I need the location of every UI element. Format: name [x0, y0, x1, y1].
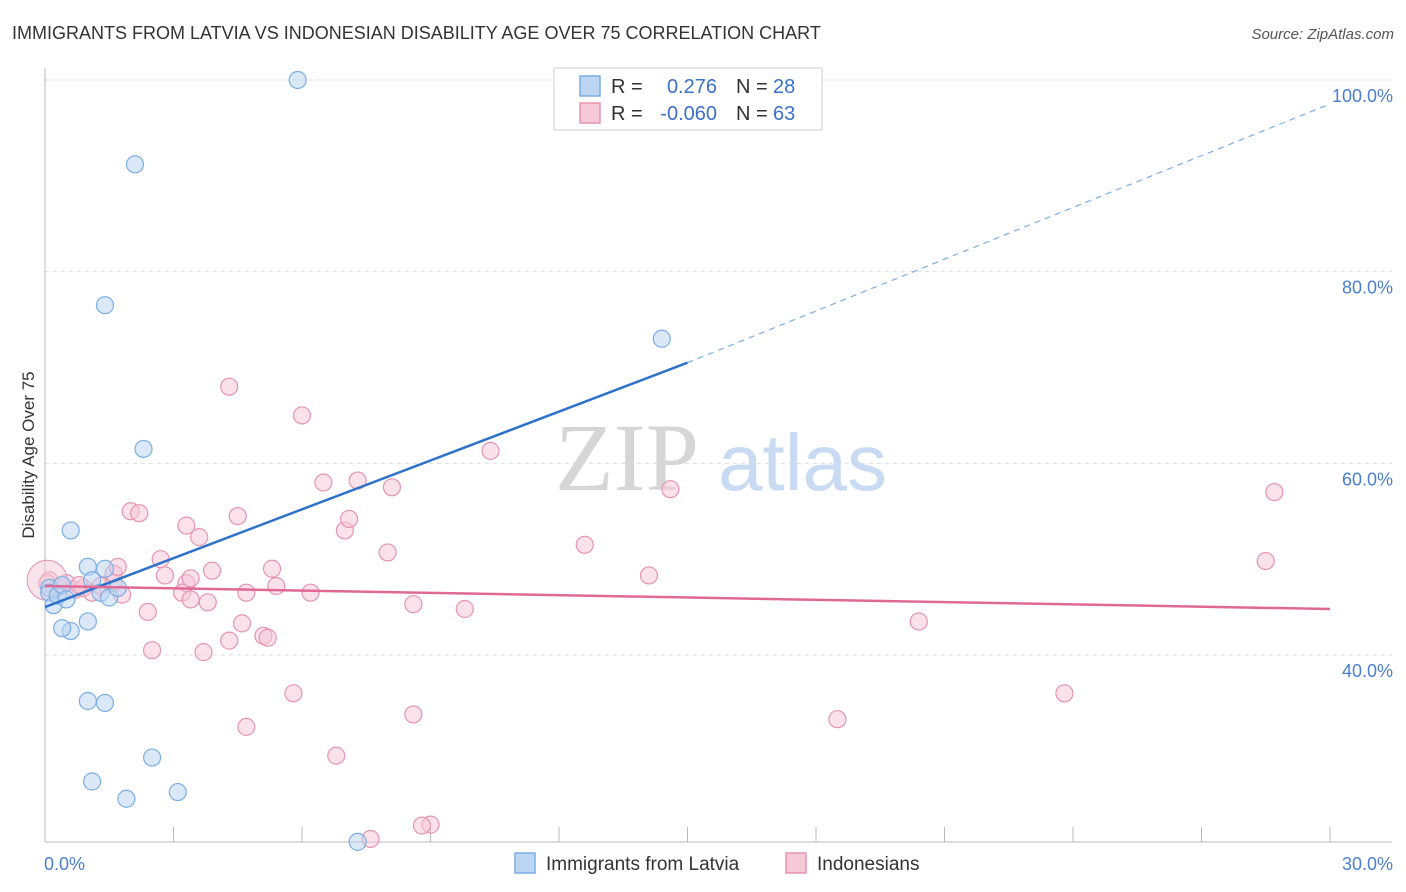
point-0-26 — [652, 329, 671, 348]
point-1-26 — [220, 631, 239, 650]
point-1-56 — [828, 710, 847, 729]
point-1-57 — [909, 612, 928, 631]
y-tick-labels: 40.0% 60.0% 80.0% 100.0% — [1332, 86, 1393, 681]
point-0-16 — [95, 296, 115, 315]
point-1-22 — [198, 593, 217, 612]
bottom-legend-label-latvia: Immigrants from Latvia — [546, 854, 740, 875]
point-1-15 — [177, 516, 196, 535]
point-1-58 — [1055, 684, 1074, 703]
point-1-24 — [228, 506, 247, 526]
legend-r-label-1: R = — [611, 76, 643, 98]
point-1-45 — [404, 595, 423, 614]
point-1-46 — [404, 705, 423, 724]
point-0-25 — [288, 70, 307, 90]
point-0-8 — [53, 619, 72, 638]
chart-source: Source: ZipAtlas.com — [1251, 26, 1394, 43]
gridlines — [45, 79, 1392, 656]
series-latvia-points — [40, 70, 671, 851]
point-0-24 — [168, 782, 187, 802]
point-1-36 — [237, 717, 256, 736]
point-0-11 — [78, 612, 97, 631]
point-1-55 — [661, 480, 680, 499]
point-1-28 — [142, 641, 162, 660]
point-1-14 — [155, 566, 175, 585]
point-1-53 — [575, 535, 594, 554]
point-0-13 — [95, 559, 115, 578]
point-0-20 — [95, 693, 115, 713]
point-0-22 — [83, 772, 102, 791]
legend-n-label-2: N = — [736, 103, 768, 125]
x-tick-labels: 0.0% 30.0% — [44, 854, 1393, 874]
x-tick-label-0: 0.0% — [44, 854, 85, 874]
point-1-16 — [190, 528, 209, 547]
y-tick-label-3: 100.0% — [1332, 86, 1393, 106]
point-1-38 — [301, 583, 320, 602]
point-0-21 — [142, 748, 162, 767]
watermark-atlas: atlas — [718, 418, 887, 507]
point-1-21 — [202, 561, 222, 580]
point-1-25 — [232, 614, 252, 633]
point-1-59 — [1256, 551, 1275, 571]
point-1-31 — [262, 559, 282, 578]
point-1-51 — [327, 746, 346, 765]
point-1-54 — [639, 566, 659, 585]
series-indonesians-points — [26, 377, 1284, 849]
point-0-18 — [134, 439, 153, 459]
legend-r-value-1: 0.276 — [667, 76, 717, 98]
legend-n-label-1: N = — [736, 76, 768, 98]
point-1-12 — [130, 504, 149, 523]
point-1-39 — [314, 473, 333, 492]
legend-n-value-2: 63 — [773, 103, 795, 125]
point-0-6 — [61, 521, 80, 540]
point-1-23 — [220, 377, 239, 396]
y-tick-label-0: 40.0% — [1342, 661, 1393, 681]
y-axis-label: Disability Age Over 75 — [19, 371, 38, 538]
legend-n-value-1: 28 — [773, 76, 795, 98]
point-1-29 — [138, 602, 157, 621]
chart-title: IMMIGRANTS FROM LATVIA VS INDONESIAN DIS… — [12, 23, 821, 43]
trend-line-latvia-extension — [687, 103, 1331, 364]
legend-swatch-latvia — [579, 75, 601, 97]
bottom-legend: Immigrants from Latvia Indonesians — [514, 852, 919, 875]
point-0-17 — [125, 155, 145, 174]
legend-swatch-indonesians — [579, 102, 601, 124]
point-1-48 — [412, 816, 432, 835]
point-1-49 — [455, 599, 474, 619]
legend-r-label-2: R = — [611, 103, 643, 125]
bottom-legend-label-indonesians: Indonesians — [817, 854, 919, 875]
point-1-35 — [284, 684, 303, 703]
point-1-43 — [378, 543, 397, 562]
point-1-19 — [181, 569, 200, 588]
x-tick-label-1: 30.0% — [1342, 854, 1393, 874]
trend-line-indonesians — [44, 584, 1331, 611]
point-1-20 — [181, 590, 200, 609]
legend-box: R = 0.276 N = 28 R = -0.060 N = 63 — [553, 67, 823, 131]
axes — [44, 68, 1392, 843]
point-1-44 — [382, 478, 402, 497]
point-1-60 — [1265, 482, 1284, 502]
point-1-37 — [292, 406, 312, 425]
point-0-23 — [117, 789, 136, 808]
point-1-41 — [340, 509, 359, 529]
y-tick-label-1: 60.0% — [1342, 469, 1393, 489]
point-0-19 — [78, 691, 97, 711]
point-1-34 — [258, 628, 277, 647]
trend-lines — [44, 103, 1331, 611]
watermark: ZIP atlas — [555, 404, 887, 511]
bottom-legend-swatch-indonesians — [785, 852, 807, 874]
y-tick-label-2: 80.0% — [1342, 278, 1393, 298]
point-1-27 — [194, 643, 213, 662]
bottom-legend-swatch-latvia — [514, 852, 536, 874]
point-1-30 — [237, 583, 256, 602]
point-1-52 — [481, 441, 500, 460]
trend-line-latvia — [44, 361, 688, 609]
point-1-32 — [267, 576, 286, 596]
point-0-27 — [348, 832, 367, 851]
legend-r-value-2: -0.060 — [660, 103, 717, 125]
